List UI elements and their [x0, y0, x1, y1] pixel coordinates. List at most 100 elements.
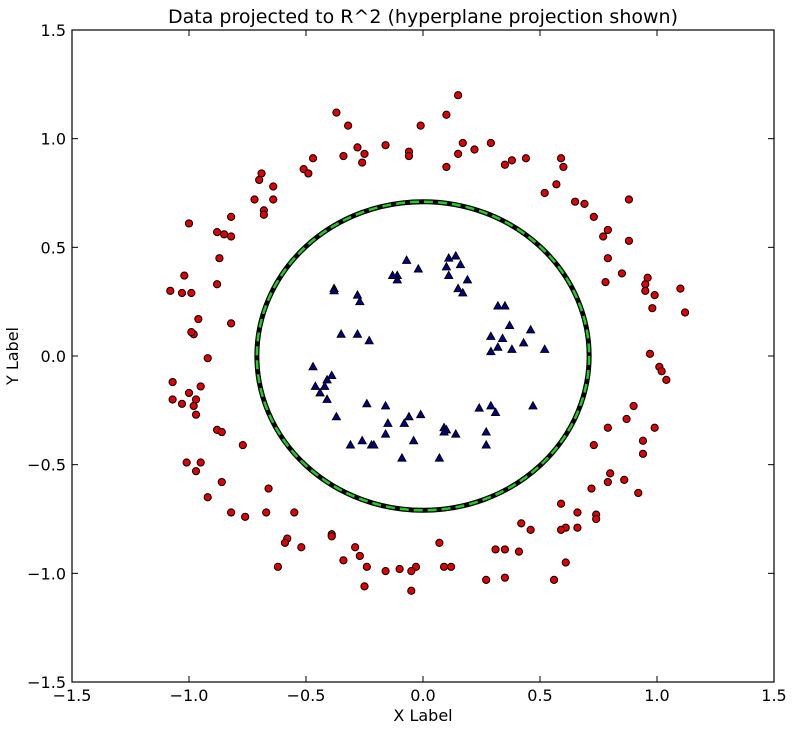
data-point-outer [645, 349, 655, 358]
data-point-outer [435, 538, 444, 548]
data-point-inner [441, 261, 452, 271]
data-point-outer [482, 575, 491, 584]
data-point-outer [262, 508, 271, 517]
data-point-inner [528, 400, 538, 410]
plot-area [166, 91, 690, 595]
data-point-inner [319, 381, 330, 390]
data-point-outer [439, 562, 449, 571]
data-point-inner [486, 331, 496, 340]
data-point-inner [383, 418, 393, 427]
data-point-inner [443, 252, 454, 262]
data-point-outer [250, 195, 259, 204]
data-point-outer [549, 575, 559, 584]
data-point-outer [360, 149, 369, 158]
y-tick-label: 0.0 [41, 347, 66, 366]
y-axis-label: Y Label [3, 327, 22, 386]
data-point-inner [352, 329, 363, 338]
data-point-outer [606, 469, 615, 478]
data-point-outer [191, 410, 201, 419]
data-point-outer [182, 458, 191, 467]
data-point-outer [212, 280, 222, 289]
data-point-outer [332, 108, 341, 117]
data-point-outer [500, 545, 509, 554]
data-point-outer [269, 182, 278, 191]
data-point-outer [203, 354, 212, 363]
data-point-inner [450, 429, 461, 438]
data-point-outer [442, 162, 451, 172]
data-point-inner [329, 285, 339, 295]
x-axis-label: X Label [393, 706, 452, 725]
data-point-inner [392, 274, 403, 284]
data-point-outer [657, 367, 666, 376]
data-point-inner [380, 400, 391, 410]
data-point-inner [310, 381, 321, 390]
data-point-outer [662, 375, 671, 385]
data-point-inner [457, 287, 468, 297]
data-point-inner [326, 370, 337, 379]
x-tick-label: 0.5 [527, 686, 552, 705]
y-tick-label: −0.5 [27, 456, 66, 475]
data-point-inner [474, 402, 485, 412]
data-point-outer [592, 514, 601, 524]
data-point-outer [255, 175, 264, 185]
data-point-outer [227, 232, 236, 241]
data-point-outer [168, 377, 177, 387]
data-point-outer [507, 156, 517, 165]
data-point-outer [191, 467, 201, 476]
data-point-outer [269, 195, 278, 204]
x-tick-label: −1.5 [53, 686, 92, 705]
data-point-outer [353, 143, 362, 152]
data-point-outer [603, 423, 612, 432]
data-point-outer [259, 210, 268, 219]
data-point-outer [573, 523, 582, 532]
data-point-inner [364, 335, 375, 345]
data-point-inner [401, 255, 412, 264]
y-tick-label: −1.0 [27, 564, 66, 583]
data-point-inner [450, 250, 461, 260]
data-point-inner [345, 439, 356, 449]
data-point-outer [580, 199, 589, 208]
data-point-outer [238, 441, 247, 450]
data-point-inner [336, 329, 346, 338]
data-point-inner [315, 387, 325, 397]
data-point-outer [601, 278, 610, 287]
data-point-outer [638, 436, 648, 445]
data-point-inner [504, 320, 515, 330]
data-point-inner [404, 411, 414, 421]
data-point-inner [493, 342, 503, 351]
data-point-inner [493, 300, 503, 310]
data-point-outer [166, 286, 175, 295]
data-point-outer [280, 538, 290, 548]
data-point-outer [308, 154, 318, 163]
data-point-outer [603, 254, 612, 263]
data-point-inner [434, 452, 445, 462]
data-point-outer [381, 141, 390, 150]
data-point-outer [212, 228, 222, 237]
data-point-inner [497, 333, 508, 343]
data-point-outer [514, 547, 524, 556]
data-point-inner [413, 263, 424, 273]
chart-title: Data projected to R^2 (hyperplane projec… [168, 6, 678, 28]
data-point-inner [439, 426, 449, 436]
data-point-inner [481, 426, 492, 436]
data-point-outer [650, 423, 659, 432]
data-point-inner [500, 300, 510, 310]
axis-ticks: −1.5 −1.0 −0.5 0.0 0.5 1.0 1.5 −1.5 −1.0 −0.5 0.0 0… [27, 21, 787, 705]
data-point-outer [500, 160, 509, 169]
data-point-outer [407, 567, 416, 576]
data-point-inner [354, 296, 365, 306]
data-point-outer [446, 562, 456, 571]
data-point-outer [573, 508, 582, 517]
y-tick-label: −1.5 [27, 673, 66, 692]
data-point-outer [650, 291, 659, 300]
data-point-inner [481, 439, 492, 449]
data-point-outer [634, 488, 643, 498]
x-tick-label: 1.5 [761, 686, 786, 705]
data-point-outer [526, 525, 535, 534]
data-point-outer [395, 564, 404, 574]
data-point-outer [617, 269, 627, 278]
data-point-inner [453, 283, 463, 293]
data-point-outer [552, 180, 561, 189]
data-point-outer [327, 532, 336, 541]
